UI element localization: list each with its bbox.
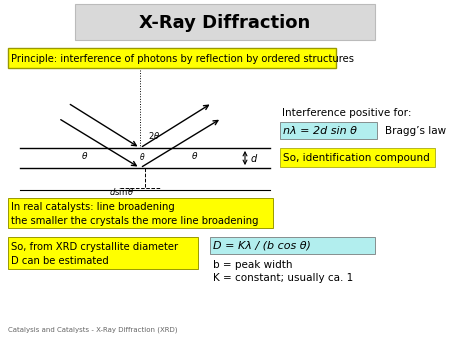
Text: Bragg’s law: Bragg’s law	[385, 126, 446, 136]
Text: So, identification compound: So, identification compound	[283, 153, 430, 163]
Text: X-Ray Diffraction: X-Ray Diffraction	[140, 14, 310, 32]
Text: $\theta$: $\theta$	[139, 151, 145, 162]
Text: Principle: interference of photons by reflection by ordered structures: Principle: interference of photons by re…	[11, 54, 354, 64]
Text: K = constant; usually ca. 1: K = constant; usually ca. 1	[213, 273, 353, 283]
FancyBboxPatch shape	[280, 122, 377, 139]
Text: So, from XRD crystallite diameter
D can be estimated: So, from XRD crystallite diameter D can …	[11, 242, 178, 266]
FancyBboxPatch shape	[8, 48, 336, 68]
FancyBboxPatch shape	[75, 4, 375, 40]
Text: In real catalysts: line broadening
the smaller the crystals the more line broade: In real catalysts: line broadening the s…	[11, 202, 258, 226]
Text: $d$: $d$	[250, 152, 258, 164]
Text: $\theta$: $\theta$	[191, 150, 198, 161]
Text: $\theta$: $\theta$	[81, 150, 89, 161]
FancyBboxPatch shape	[8, 237, 198, 269]
Text: Interference positive for:: Interference positive for:	[282, 108, 411, 118]
Text: $2\theta$: $2\theta$	[148, 130, 160, 141]
FancyBboxPatch shape	[210, 237, 375, 254]
FancyBboxPatch shape	[8, 198, 273, 228]
FancyBboxPatch shape	[280, 148, 435, 167]
Text: nλ = 2d sin θ: nλ = 2d sin θ	[283, 126, 357, 136]
Text: D = Kλ / (b cos θ): D = Kλ / (b cos θ)	[213, 241, 311, 251]
Text: $d\sin\theta$: $d\sin\theta$	[109, 186, 135, 197]
Text: Catalysis and Catalysts - X-Ray Diffraction (XRD): Catalysis and Catalysts - X-Ray Diffract…	[8, 327, 177, 333]
Text: b = peak width: b = peak width	[213, 260, 292, 270]
